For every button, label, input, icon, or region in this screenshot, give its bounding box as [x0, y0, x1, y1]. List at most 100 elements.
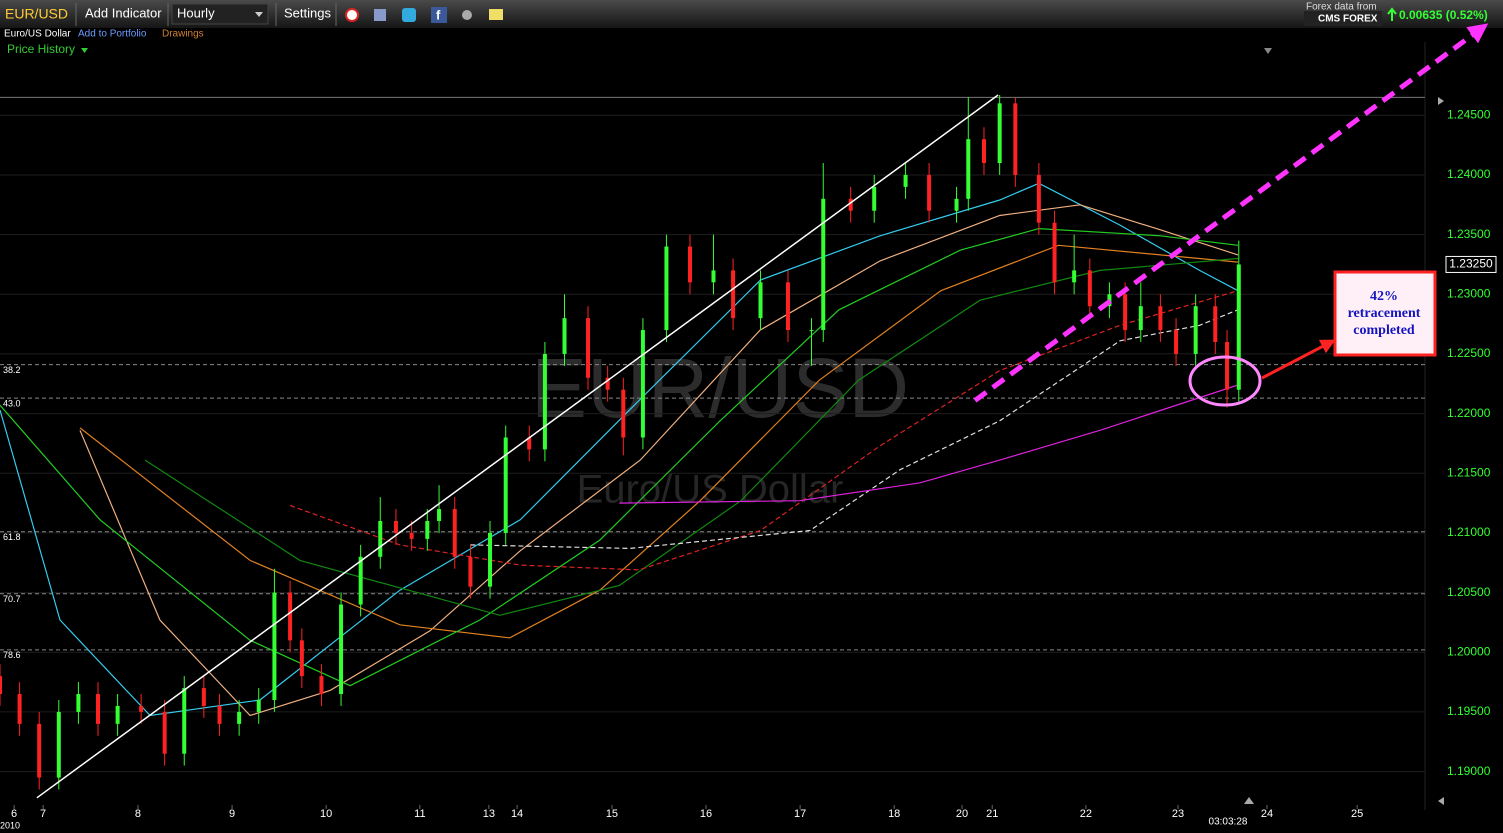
- candle-body: [605, 377, 610, 390]
- candle-body: [1213, 306, 1218, 343]
- candle-body: [437, 509, 442, 521]
- candle-body: [711, 270, 716, 283]
- candle-body: [56, 711, 61, 778]
- interval-dropdown[interactable]: [171, 3, 269, 25]
- add-portfolio[interactable]: Add to Portfolio: [78, 29, 147, 40]
- x-tick-label: 8: [135, 808, 141, 820]
- instrument-name: Euro/US Dollar: [4, 29, 71, 40]
- candle-body: [1036, 174, 1041, 223]
- candle-body: [1138, 306, 1143, 331]
- twitter-icon[interactable]: [402, 8, 416, 22]
- provider: CMS FOREX: [1318, 14, 1378, 25]
- fib-label: 61.8: [3, 532, 21, 542]
- candle-body: [1087, 270, 1092, 307]
- alarm-icon[interactable]: [345, 8, 359, 22]
- drawings[interactable]: Drawings: [162, 29, 204, 40]
- candle-body: [1052, 222, 1057, 283]
- symbol[interactable]: EUR/USD: [5, 6, 68, 22]
- x-tick-label: 20: [956, 808, 968, 820]
- candle-body: [954, 198, 959, 211]
- data-from: Forex data from: [1306, 2, 1377, 13]
- candle-body: [1072, 270, 1077, 283]
- candle-body: [217, 705, 222, 724]
- candle-body: [299, 640, 304, 677]
- candle-body: [1174, 330, 1179, 354]
- candle-body: [664, 246, 669, 331]
- candle-body: [488, 532, 493, 587]
- candle-body: [1193, 306, 1198, 354]
- annotation-line: completed: [1353, 323, 1415, 338]
- portfolio-icon[interactable]: [374, 9, 386, 21]
- candle-body: [115, 705, 120, 724]
- trendline: [973, 23, 1489, 403]
- annotation-line: 42%: [1370, 289, 1398, 304]
- x-tick-label: 7: [40, 808, 46, 820]
- annotation: 42% retracement completed: [1348, 289, 1421, 338]
- candle-body: [201, 688, 206, 706]
- highlight-ellipse: [1188, 355, 1262, 407]
- interval[interactable]: Hourly: [177, 5, 215, 20]
- candle-body: [872, 186, 877, 211]
- candle-body: [1123, 294, 1128, 331]
- annotation-arrow: [1261, 339, 1336, 380]
- x-tick-label: 17: [794, 808, 806, 820]
- candle-body: [17, 694, 22, 724]
- candle-body: [785, 282, 790, 331]
- time-marker: [1244, 797, 1254, 804]
- candle-body: [162, 711, 167, 754]
- y-tick-label: 1.24500: [1447, 107, 1491, 121]
- x-tick-label: 6: [11, 808, 17, 820]
- y-tick-label: 1.23500: [1447, 227, 1491, 241]
- change-arrow: [1387, 7, 1397, 21]
- moving-average: [79, 244, 1239, 639]
- x-tick-label: 18: [888, 808, 900, 820]
- candle-body: [586, 318, 591, 378]
- x-tick-label: 16: [700, 808, 712, 820]
- fib-label: 43.0: [3, 398, 21, 408]
- candle-body: [903, 174, 908, 187]
- x-tick-label: 15: [606, 808, 618, 820]
- moving-average: [144, 257, 1239, 616]
- x-tick-label: 14: [511, 808, 523, 820]
- price-change: 0.00635 (0.52%): [1399, 8, 1488, 22]
- y-tick-label: 1.19000: [1447, 764, 1491, 778]
- price-history[interactable]: Price History: [7, 42, 75, 56]
- candle-body: [981, 139, 986, 164]
- candle-body: [621, 389, 626, 438]
- y-tick-label: 1.21500: [1447, 465, 1491, 479]
- provider-logo: [1304, 11, 1382, 26]
- fib-label: 70.7: [3, 594, 21, 604]
- x-tick-label: 22: [1080, 808, 1092, 820]
- candle-body: [809, 330, 814, 332]
- annotation-box: [1333, 270, 1437, 357]
- candle-body: [527, 437, 532, 450]
- note-icon[interactable]: [489, 9, 503, 20]
- watermark-sub: Euro/US Dollar: [577, 468, 844, 512]
- candle-body: [542, 353, 547, 450]
- fib-label: 78.6: [3, 650, 21, 660]
- candle-body: [182, 688, 187, 754]
- candle-body: [640, 330, 645, 438]
- settings[interactable]: Settings: [284, 5, 331, 20]
- x-tick-label: 9: [229, 808, 235, 820]
- scroll-arrow: [1438, 97, 1444, 105]
- x-tick-label: 11: [414, 808, 425, 820]
- candle-body: [96, 694, 101, 724]
- add-indicator[interactable]: Add Indicator: [85, 5, 162, 20]
- y-tick-label: 1.22000: [1447, 406, 1491, 420]
- panel-arrow: [1264, 48, 1272, 54]
- facebook-icon[interactable]: [431, 7, 447, 23]
- candle-body: [256, 699, 261, 712]
- time-label: 03:03:28: [1209, 817, 1248, 828]
- x-tick-label: 13: [483, 808, 495, 820]
- candle-body: [1236, 264, 1241, 390]
- moving-average: [79, 204, 1239, 717]
- candle-body: [358, 556, 363, 605]
- candle-body: [821, 198, 826, 331]
- share-icon[interactable]: [462, 10, 472, 20]
- candle-body: [1013, 103, 1018, 175]
- scroll-arrow: [1438, 797, 1444, 805]
- y-tick-label: 1.21000: [1447, 525, 1491, 539]
- candle-body: [378, 520, 383, 557]
